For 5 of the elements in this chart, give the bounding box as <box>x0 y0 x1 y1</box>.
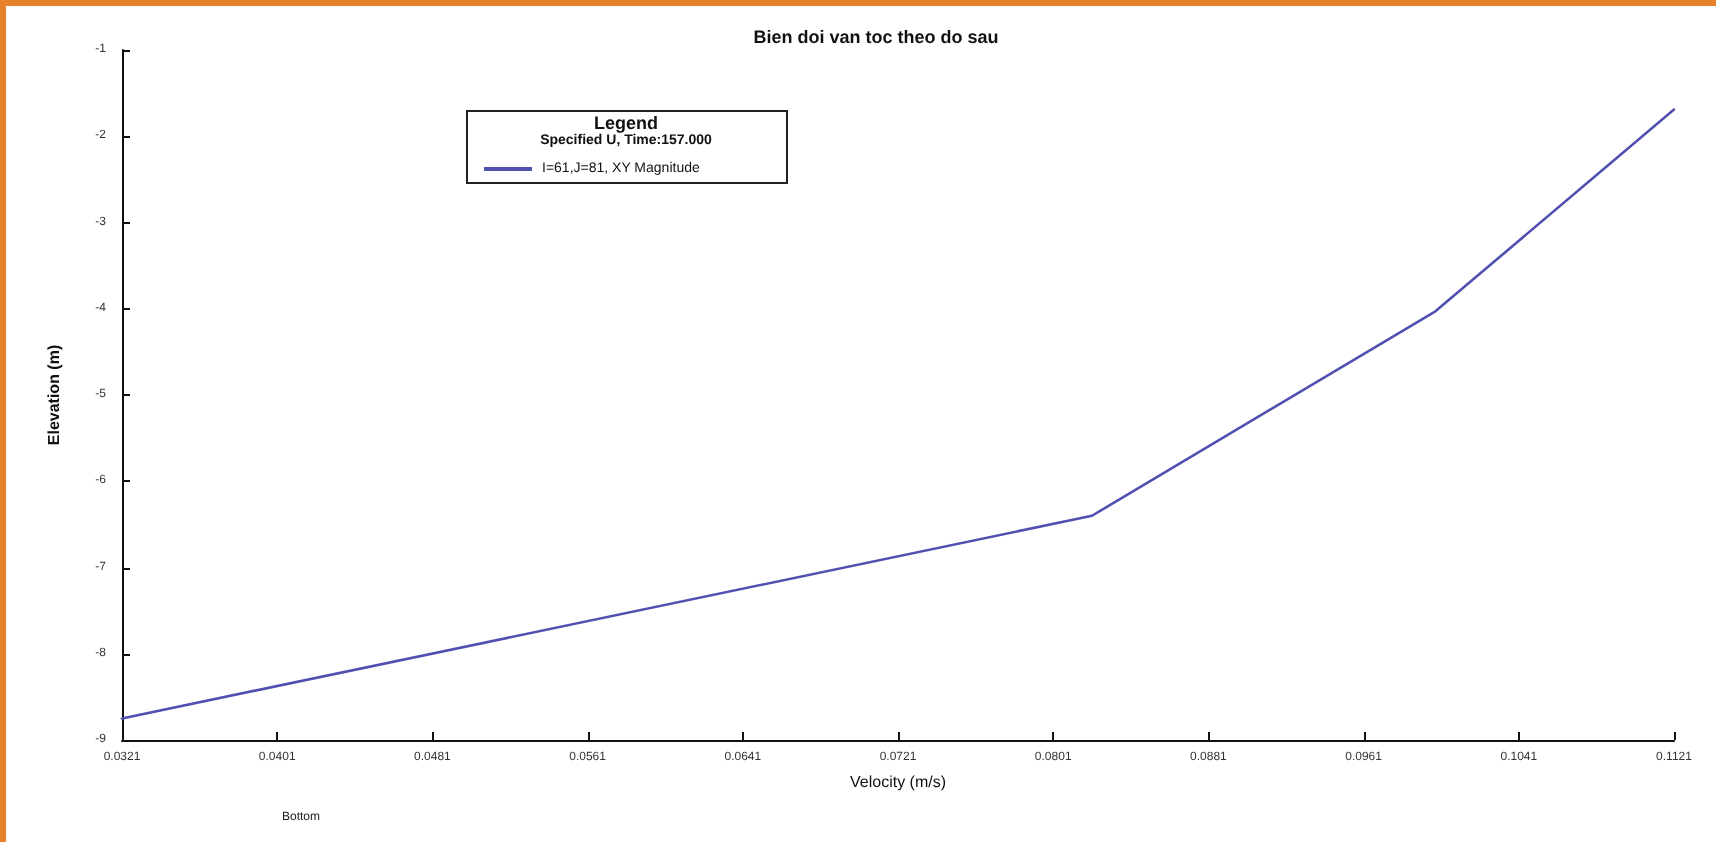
y-axis-title: Elevation (m) <box>45 344 63 446</box>
legend-title: Legend <box>593 113 659 133</box>
chart-title: Bien doi van toc theo do sau <box>753 27 999 47</box>
x-axis-title: Velocity (m/s) <box>849 772 947 791</box>
line-series <box>120 108 1676 720</box>
